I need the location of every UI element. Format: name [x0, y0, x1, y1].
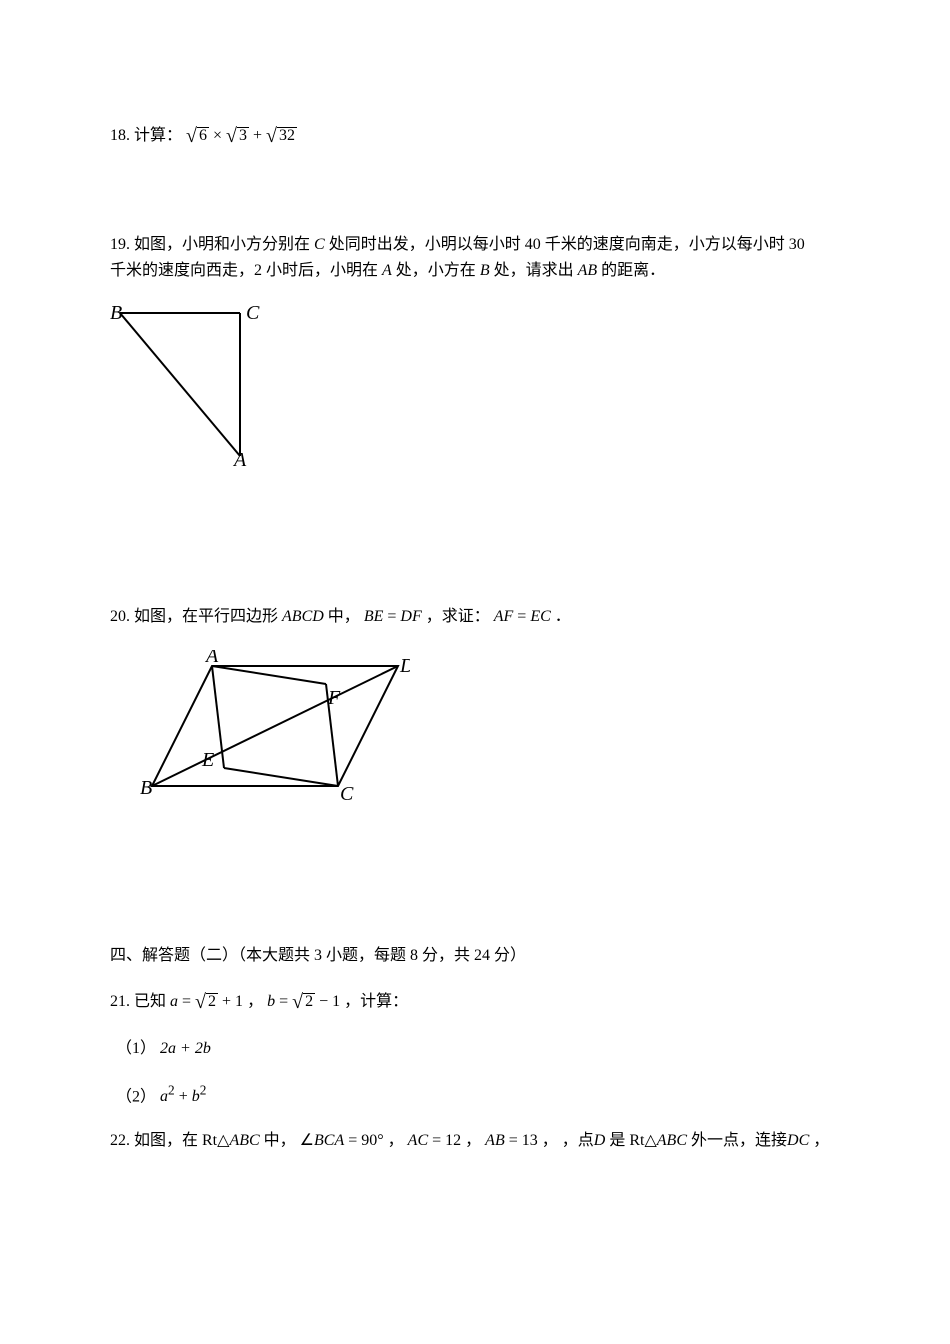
- label-A: A: [204, 650, 219, 667]
- q18-prefix: 18. 计算：: [110, 127, 182, 144]
- q21-part2: （2） a2 + b2: [116, 1080, 840, 1110]
- label-C: C: [246, 302, 260, 324]
- label-A: A: [232, 449, 247, 466]
- q19-figure: B C A: [110, 301, 840, 466]
- spacer: [110, 484, 840, 604]
- spacer: [110, 172, 840, 232]
- q18-expression: √6 × √3 + √32: [186, 127, 297, 144]
- q19-line2: 千米的速度向西走，2 小时后，小明在 A 处，小方在 B 处，请求出 AB 的距…: [110, 258, 840, 284]
- label-B: B: [110, 302, 122, 324]
- label-D: D: [399, 655, 410, 677]
- spacer: [110, 823, 840, 943]
- label-B: B: [140, 777, 152, 799]
- q20-figure: A D B C E F: [140, 650, 840, 805]
- label-E: E: [201, 749, 214, 771]
- question-20: 20. 如图，在平行四边形 ABCD 中， BE = DF ，求证： AF = …: [110, 604, 840, 630]
- q19-line1: 19. 如图，小明和小方分别在 C 处同时出发，小明以每小时 40 千米的速度向…: [110, 232, 840, 258]
- question-21-stem: 21. 已知 a = √2 + 1 ， b = √2 − 1 ，计算：: [110, 986, 840, 1018]
- label-C: C: [340, 783, 354, 805]
- section-2-heading: 四、解答题（二）（本大题共 3 小题，每题 8 分，共 24 分）: [110, 943, 840, 969]
- q21-part2-expr: a2 + b2: [160, 1088, 206, 1105]
- q20-eq1: BE = DF: [364, 608, 426, 625]
- q20-eq2: AF = EC: [494, 608, 555, 625]
- question-18: 18. 计算： √6 × √3 + √32: [110, 120, 840, 152]
- label-F: F: [327, 687, 341, 709]
- question-22: 22. 如图，在 Rt△ABC 中， ∠BCA = 90° ， AC = 12 …: [110, 1128, 840, 1154]
- q21-part1: （1） 2a + 2b: [116, 1036, 840, 1062]
- question-19: 19. 如图，小明和小方分别在 C 处同时出发，小明以每小时 40 千米的速度向…: [110, 232, 840, 283]
